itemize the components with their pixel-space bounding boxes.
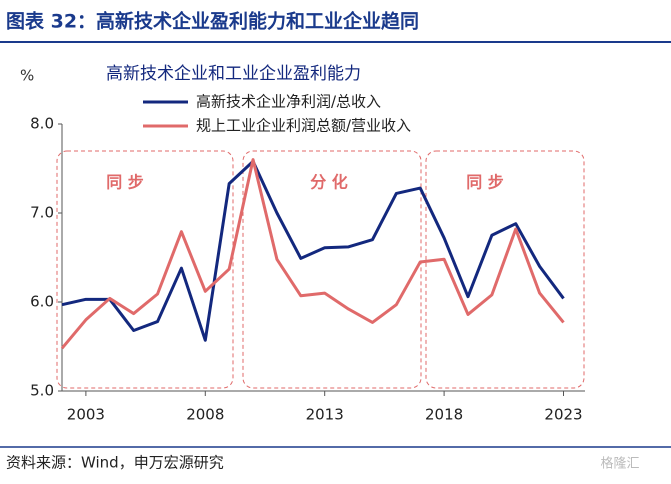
- x-tick-label: 2018: [425, 406, 463, 424]
- legend-label: 高新技术企业净利润/总收入: [196, 93, 381, 111]
- annotation-label: 同 步: [466, 173, 504, 192]
- x-tick-label: 2013: [306, 406, 344, 424]
- y-unit: %: [20, 67, 34, 85]
- annotation-label: 同 步: [106, 173, 144, 192]
- watermark: 格隆汇: [600, 456, 639, 472]
- y-tick-label: 7.0: [30, 204, 54, 222]
- chart-title: 高新技术企业和工业企业盈利能力: [106, 64, 361, 84]
- series-line: [61, 159, 565, 342]
- x-tick-label: 2023: [544, 406, 582, 424]
- y-tick-label: 5.0: [30, 382, 54, 400]
- legend-label: 规上工业企业利润总额/营业收入: [196, 117, 411, 135]
- x-tick-label: 2008: [186, 406, 224, 424]
- y-tick-label: 8.0: [30, 115, 54, 133]
- series-line: [60, 158, 565, 350]
- y-tick-label: 6.0: [30, 293, 54, 311]
- annotation-box: [56, 150, 234, 389]
- annotation-box: [425, 150, 585, 389]
- x-tick-label: 2003: [67, 406, 105, 424]
- header-title: 图表 32：高新技术企业盈利能力和工业企业趋同: [6, 10, 419, 33]
- annotation-label: 分 化: [310, 173, 348, 192]
- annotation-box: [242, 150, 422, 389]
- source: 资料来源：Wind，申万宏源研究: [6, 454, 224, 472]
